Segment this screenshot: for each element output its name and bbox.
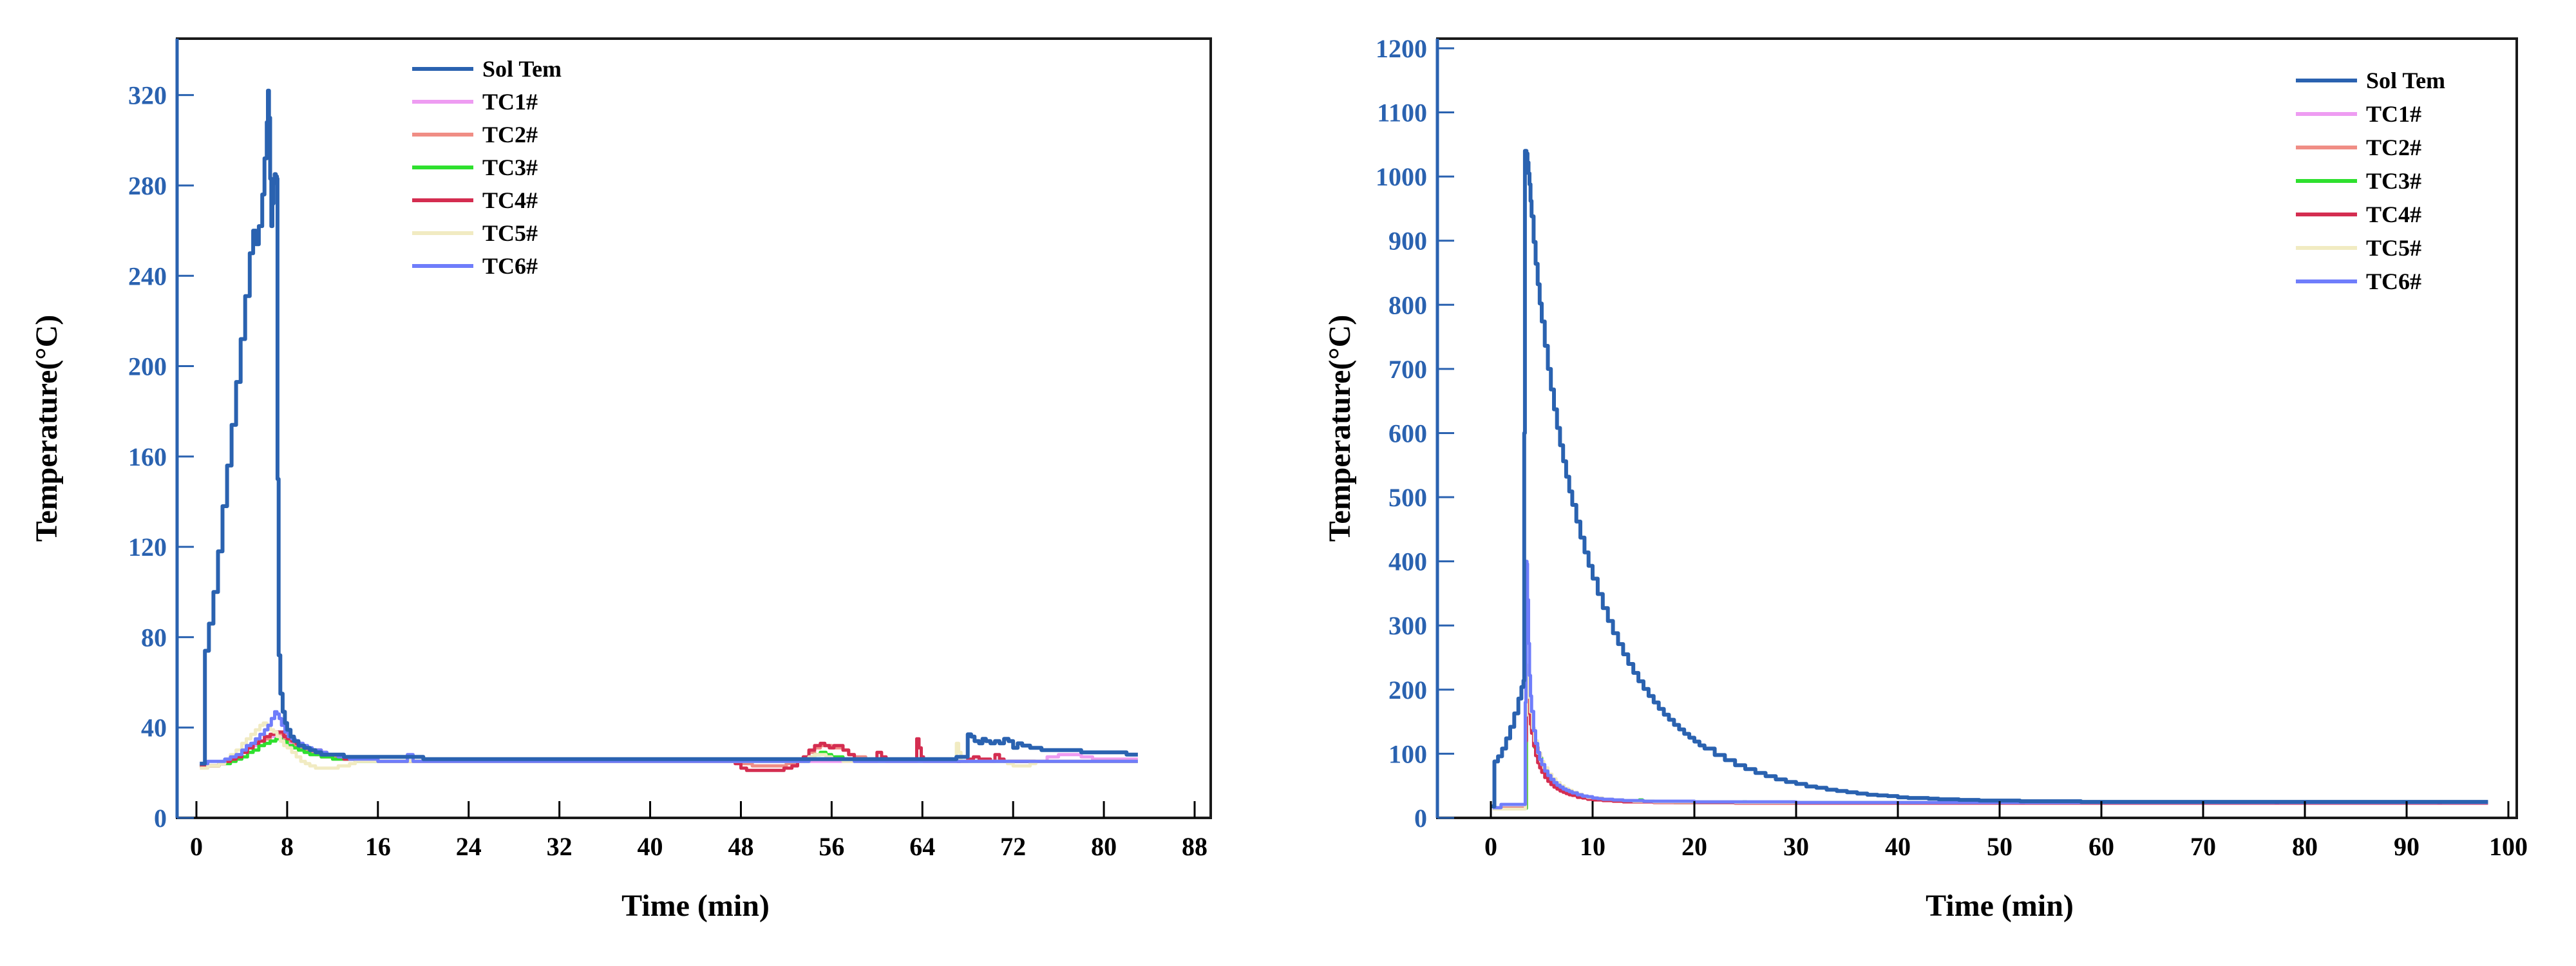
legend-label: TC5# <box>482 220 538 246</box>
x-tick-label: 56 <box>819 832 844 861</box>
y-tick-label: 320 <box>128 81 167 110</box>
x-tick-label: 0 <box>1484 832 1497 861</box>
legend-label: TC1# <box>2366 101 2421 127</box>
y-tick-label: 1000 <box>1376 162 1427 191</box>
y-tick-label: 1100 <box>1377 99 1427 128</box>
left-chart-canvas: 0 8 16 24 32 40 48 56 64 72 80 88 0 40 80 120 160 200 240 2… <box>30 37 1212 923</box>
x-tick-label: 50 <box>1987 832 2012 861</box>
x-tick-label: 20 <box>1681 832 1707 861</box>
y-tick-label: 120 <box>128 533 167 562</box>
x-tick-label: 32 <box>547 832 573 861</box>
x-tick-label: 60 <box>2088 832 2114 861</box>
x-tick-label: 16 <box>365 832 391 861</box>
series-line-tc3 <box>200 737 1138 768</box>
y-tick-label: 160 <box>128 442 167 471</box>
y-tick-label: 80 <box>141 623 167 652</box>
series-line-tc5 <box>200 721 1138 770</box>
y-axis-title: Temperature(°C) <box>1323 315 1357 542</box>
y-tick-label: 40 <box>141 714 167 743</box>
x-tick-label: 90 <box>2394 832 2420 861</box>
x-tick-label: 88 <box>1182 832 1208 861</box>
x-tick-label: 72 <box>1000 832 1026 861</box>
legend-label: Sol Tem <box>2366 68 2445 93</box>
x-tick-label: 8 <box>281 832 294 861</box>
x-axis-title: Time (min) <box>1926 889 2074 923</box>
x-tick-label: 40 <box>638 832 663 861</box>
series-line-tc1 <box>1493 674 2488 810</box>
left-chart: 0 8 16 24 32 40 48 56 64 72 80 88 0 40 80 120 160 200 240 2… <box>0 0 1256 966</box>
series-line-tc6 <box>1493 560 2488 810</box>
plot-frame <box>1436 37 2518 819</box>
y-tick-label: 200 <box>128 352 167 381</box>
legend-label: TC2# <box>482 122 538 147</box>
legend-label: TC5# <box>2366 235 2421 261</box>
legend-label: TC3# <box>482 155 538 180</box>
y-tick-label: 100 <box>1388 739 1427 768</box>
y-tick-label: 900 <box>1388 227 1427 256</box>
legend-label: TC6# <box>2366 269 2421 294</box>
y-tick-label: 0 <box>154 804 167 833</box>
x-tick-label: 40 <box>1885 832 1911 861</box>
x-tick-label: 48 <box>728 832 753 861</box>
x-tick-label: 24 <box>456 832 482 861</box>
y-tick-label: 700 <box>1388 355 1427 384</box>
plot-frame <box>176 37 1212 819</box>
y-tick-label: 280 <box>128 171 167 200</box>
series-line-soltem <box>200 88 1138 766</box>
x-tick-label: 0 <box>190 832 203 861</box>
legend-label: TC6# <box>482 253 538 279</box>
legend-label: TC2# <box>2366 135 2421 160</box>
y-tick-label: 600 <box>1388 419 1427 448</box>
x-tick-label: 80 <box>2292 832 2318 861</box>
legend-label: Sol Tem <box>482 56 562 82</box>
right-chart: 0 10 20 30 40 50 60 70 80 90 100 0 100 200 300 400 500 60… <box>1320 0 2576 966</box>
legend-label: TC3# <box>2366 168 2421 194</box>
x-tick-label: 30 <box>1783 832 1809 861</box>
series-line-tc2 <box>1493 671 2488 810</box>
legend-label: TC4# <box>482 187 538 213</box>
x-tick-label: 100 <box>2489 832 2528 861</box>
y-tick-label: 400 <box>1388 547 1427 576</box>
legend-label: TC1# <box>482 89 538 115</box>
series-line-tc3 <box>1493 677 2488 810</box>
y-tick-label: 240 <box>128 261 167 290</box>
x-tick-label: 64 <box>909 832 935 861</box>
series-line-soltem <box>1492 149 2488 809</box>
x-tick-label: 70 <box>2190 832 2216 861</box>
x-tick-label: 80 <box>1091 832 1117 861</box>
x-tick-label: 10 <box>1580 832 1605 861</box>
y-tick-label: 200 <box>1388 676 1427 705</box>
y-tick-label: 500 <box>1388 483 1427 512</box>
y-tick-label: 1200 <box>1376 34 1427 63</box>
y-tick-label: 800 <box>1388 290 1427 319</box>
x-axis-title: Time (min) <box>621 889 770 923</box>
y-axis-title: Temperature(°C) <box>30 315 64 542</box>
y-tick-label: 300 <box>1388 611 1427 640</box>
y-tick-label: 0 <box>1414 804 1427 833</box>
legend-label: TC4# <box>2366 202 2421 227</box>
right-chart-canvas: 0 10 20 30 40 50 60 70 80 90 100010020030040050060… <box>1323 34 2528 923</box>
